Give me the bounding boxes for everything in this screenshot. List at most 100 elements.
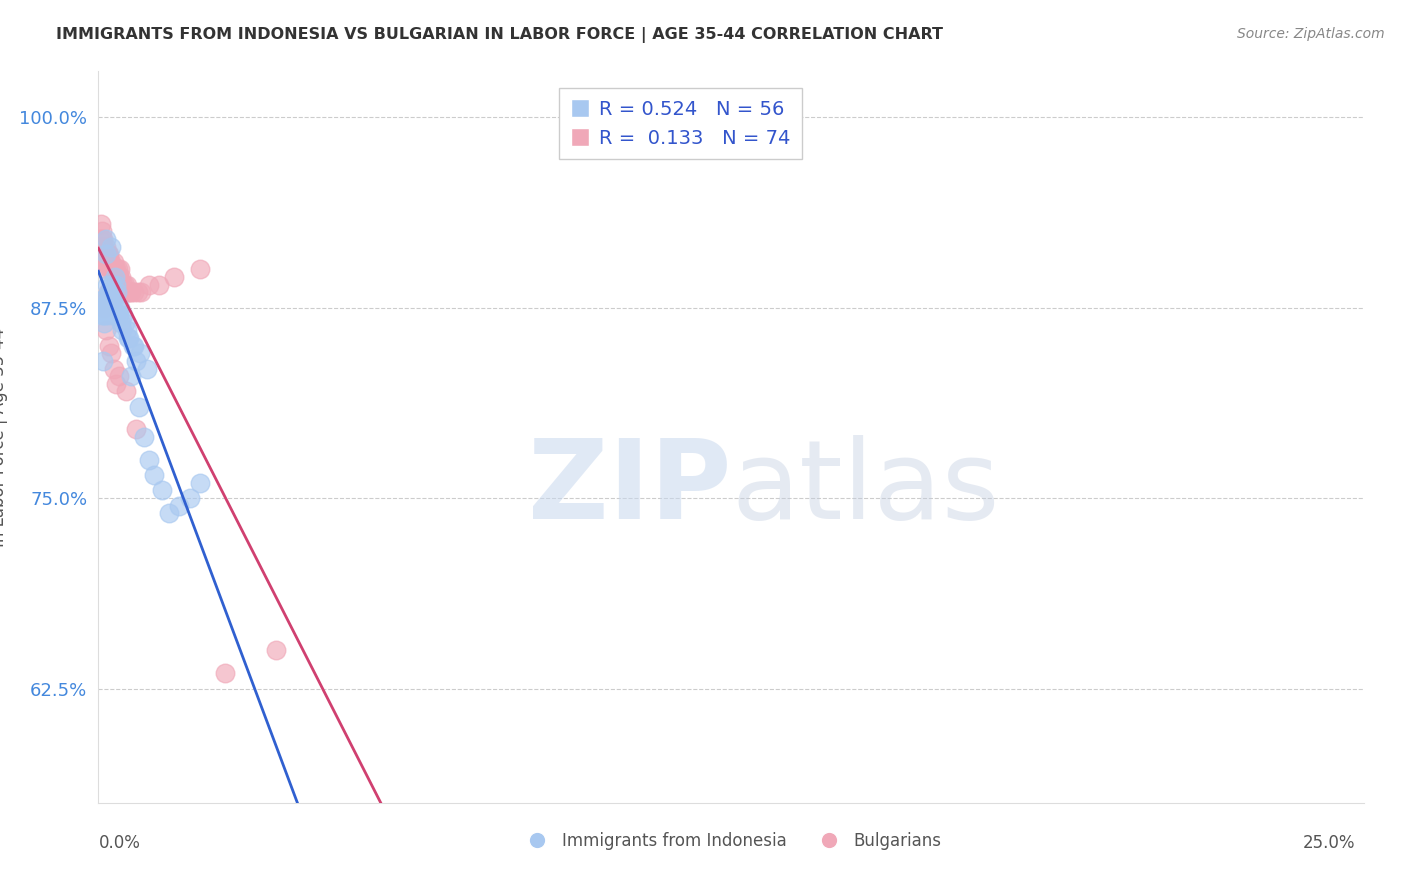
Point	[94, 232, 117, 246]
Point	[169, 499, 191, 513]
Point	[93, 255, 115, 269]
Point	[100, 239, 122, 253]
Point	[96, 255, 118, 269]
Point	[103, 255, 125, 269]
Point	[107, 301, 129, 315]
Point	[108, 301, 131, 315]
Point	[118, 331, 141, 345]
Point	[93, 232, 115, 246]
Point	[101, 262, 124, 277]
Point	[91, 232, 114, 246]
Point	[100, 262, 122, 277]
Point	[98, 301, 121, 315]
Point	[118, 285, 141, 300]
Point	[93, 247, 115, 261]
Point	[93, 301, 115, 315]
Point	[115, 384, 138, 399]
Point	[96, 277, 118, 292]
Point	[107, 270, 129, 285]
Point	[96, 255, 118, 269]
Point	[188, 475, 211, 490]
Point	[94, 255, 117, 269]
Point	[107, 308, 129, 322]
Point	[148, 277, 170, 292]
Point	[105, 285, 128, 300]
Point	[125, 354, 148, 368]
Point	[150, 483, 173, 498]
Point	[122, 338, 145, 352]
Point	[101, 293, 124, 307]
Point	[135, 361, 157, 376]
Point	[107, 262, 129, 277]
Point	[98, 255, 121, 269]
Point	[97, 247, 120, 261]
Point	[91, 224, 114, 238]
Point	[121, 338, 143, 352]
Point	[103, 361, 125, 376]
Point	[91, 308, 114, 322]
Point	[93, 247, 115, 261]
Point	[115, 323, 138, 337]
Point	[98, 293, 121, 307]
Point	[90, 217, 112, 231]
Point	[91, 301, 114, 315]
Point	[94, 247, 117, 261]
Point	[94, 247, 117, 261]
Point	[100, 346, 122, 360]
Point	[117, 285, 139, 300]
Point	[94, 247, 117, 261]
Point	[96, 255, 118, 269]
Point	[94, 308, 117, 322]
Point	[129, 346, 152, 360]
Point	[138, 453, 160, 467]
Point	[98, 285, 121, 300]
Point	[125, 422, 148, 436]
Point	[108, 277, 131, 292]
Point	[107, 369, 129, 384]
Point	[120, 369, 142, 384]
Point	[100, 262, 122, 277]
Point	[110, 270, 132, 285]
Text: 25.0%: 25.0%	[1302, 834, 1355, 852]
Point	[105, 270, 128, 285]
Point	[111, 308, 134, 322]
Point	[98, 262, 121, 277]
Point	[132, 430, 155, 444]
Point	[91, 239, 114, 253]
Legend: Immigrants from Indonesia, Bulgarians: Immigrants from Indonesia, Bulgarians	[515, 825, 948, 856]
Point	[104, 262, 127, 277]
Point	[93, 316, 115, 330]
Point	[97, 285, 120, 300]
Point	[93, 354, 115, 368]
Point	[179, 491, 201, 505]
Point	[90, 239, 112, 253]
Point	[115, 277, 138, 292]
Point	[101, 262, 124, 277]
Point	[104, 277, 127, 292]
Point	[111, 323, 134, 337]
Point	[103, 293, 125, 307]
Point	[101, 277, 124, 292]
Point	[96, 301, 118, 315]
Point	[143, 468, 166, 483]
Point	[97, 247, 120, 261]
Point	[127, 285, 149, 300]
Point	[101, 262, 124, 277]
Point	[157, 506, 180, 520]
Point	[100, 255, 122, 269]
Point	[93, 308, 115, 322]
Point	[93, 239, 115, 253]
Point	[94, 293, 117, 307]
Point	[90, 293, 112, 307]
Text: Source: ZipAtlas.com: Source: ZipAtlas.com	[1237, 27, 1385, 41]
Point	[96, 247, 118, 261]
Point	[104, 308, 127, 322]
Point	[104, 270, 127, 285]
Point	[98, 262, 121, 277]
Point	[94, 255, 117, 269]
Point	[131, 285, 153, 300]
Point	[107, 270, 129, 285]
Point	[100, 277, 122, 292]
Point	[117, 331, 139, 345]
Point	[114, 277, 136, 292]
